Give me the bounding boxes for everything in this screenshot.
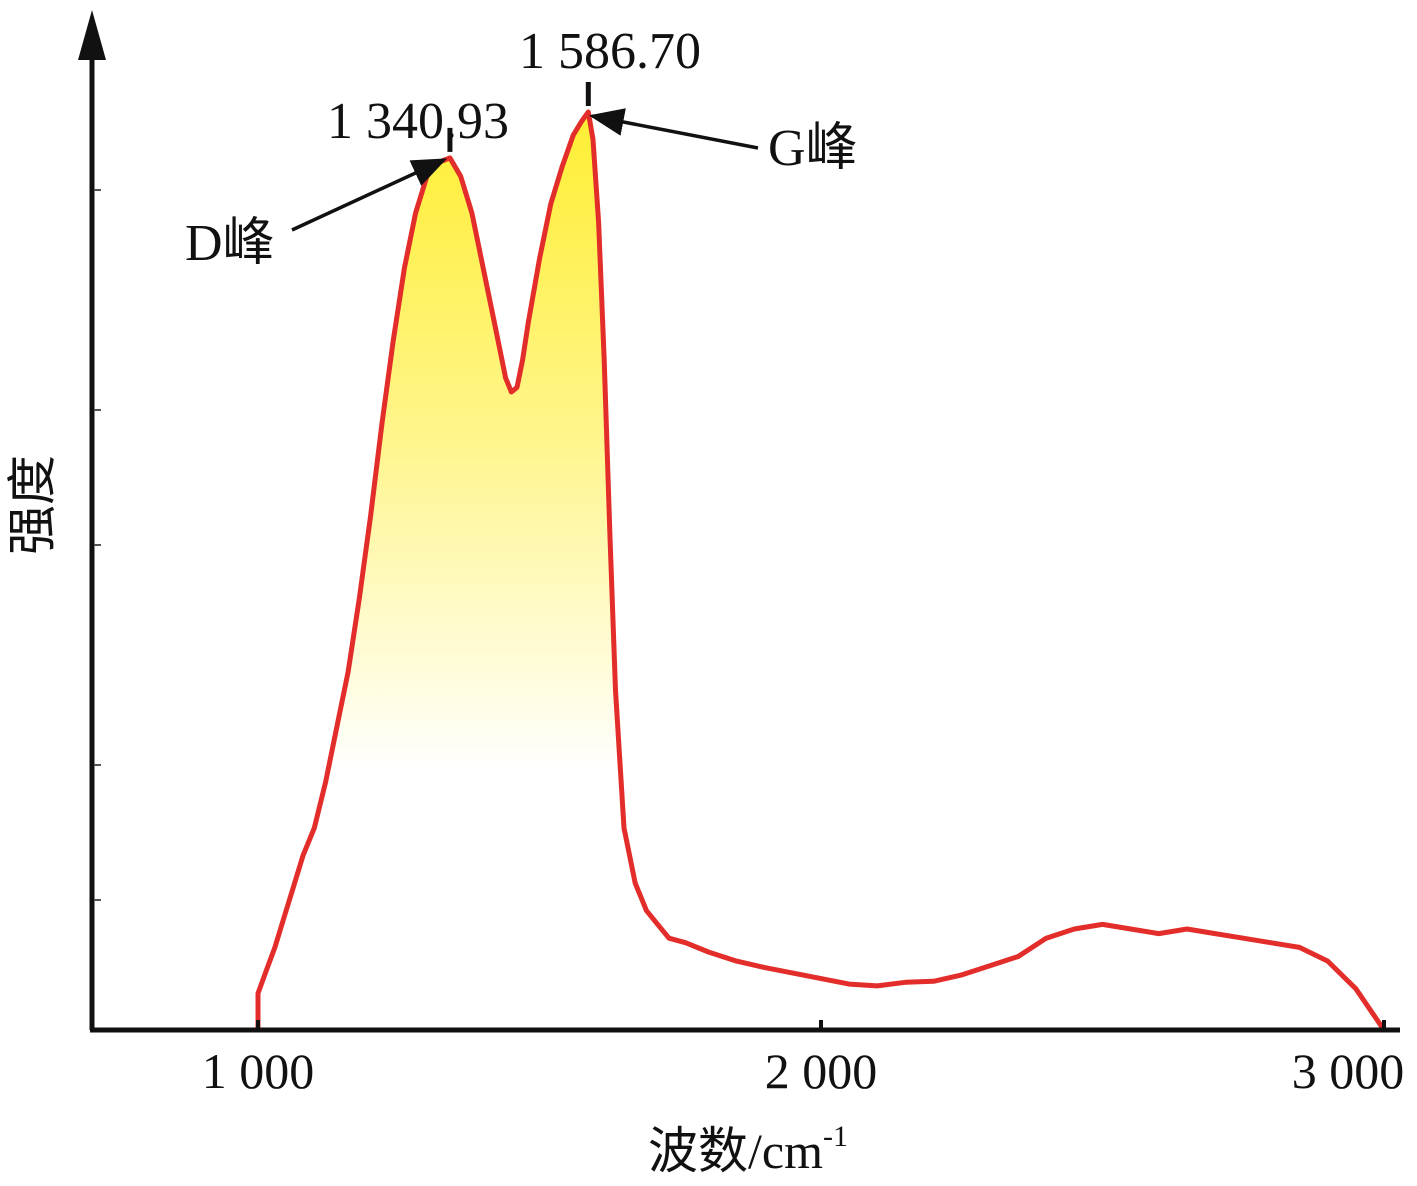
y-axis-ticks [94, 189, 101, 901]
plot-area [255, 109, 1387, 1032]
x-axis-tick-label: 3 000 [1292, 1043, 1405, 1099]
x-axis-tick-label: 2 000 [765, 1043, 878, 1099]
x-axis-title-superscript: -1 [823, 1120, 848, 1153]
x-axis-tick-label: 1 000 [202, 1043, 315, 1099]
spectrum-area-fill [258, 112, 1384, 1030]
axes: 1 000 2 000 3 000 [78, 10, 1404, 1099]
g-peak-arrow [588, 108, 759, 150]
d-peak-name-label: D峰 [185, 215, 275, 272]
x-axis-title: 波数/cm-1 [648, 1120, 848, 1179]
y-axis-arrow [78, 10, 106, 60]
g-peak-value-label: 1 586.70 [519, 23, 701, 80]
x-axis-ticks: 1 000 2 000 3 000 [202, 1020, 1405, 1099]
y-axis-title: 强度 [4, 455, 60, 555]
x-axis-title-text: 波数/cm [648, 1123, 823, 1179]
g-peak-name-label: G峰 [768, 120, 858, 177]
spectrum-line [255, 109, 1387, 1032]
d-peak-value-label: 1 340.93 [327, 93, 509, 150]
d-peak-arrow [291, 158, 448, 232]
peak-annotations: 1 340.93 D峰 1 586.70 G峰 [185, 23, 858, 272]
